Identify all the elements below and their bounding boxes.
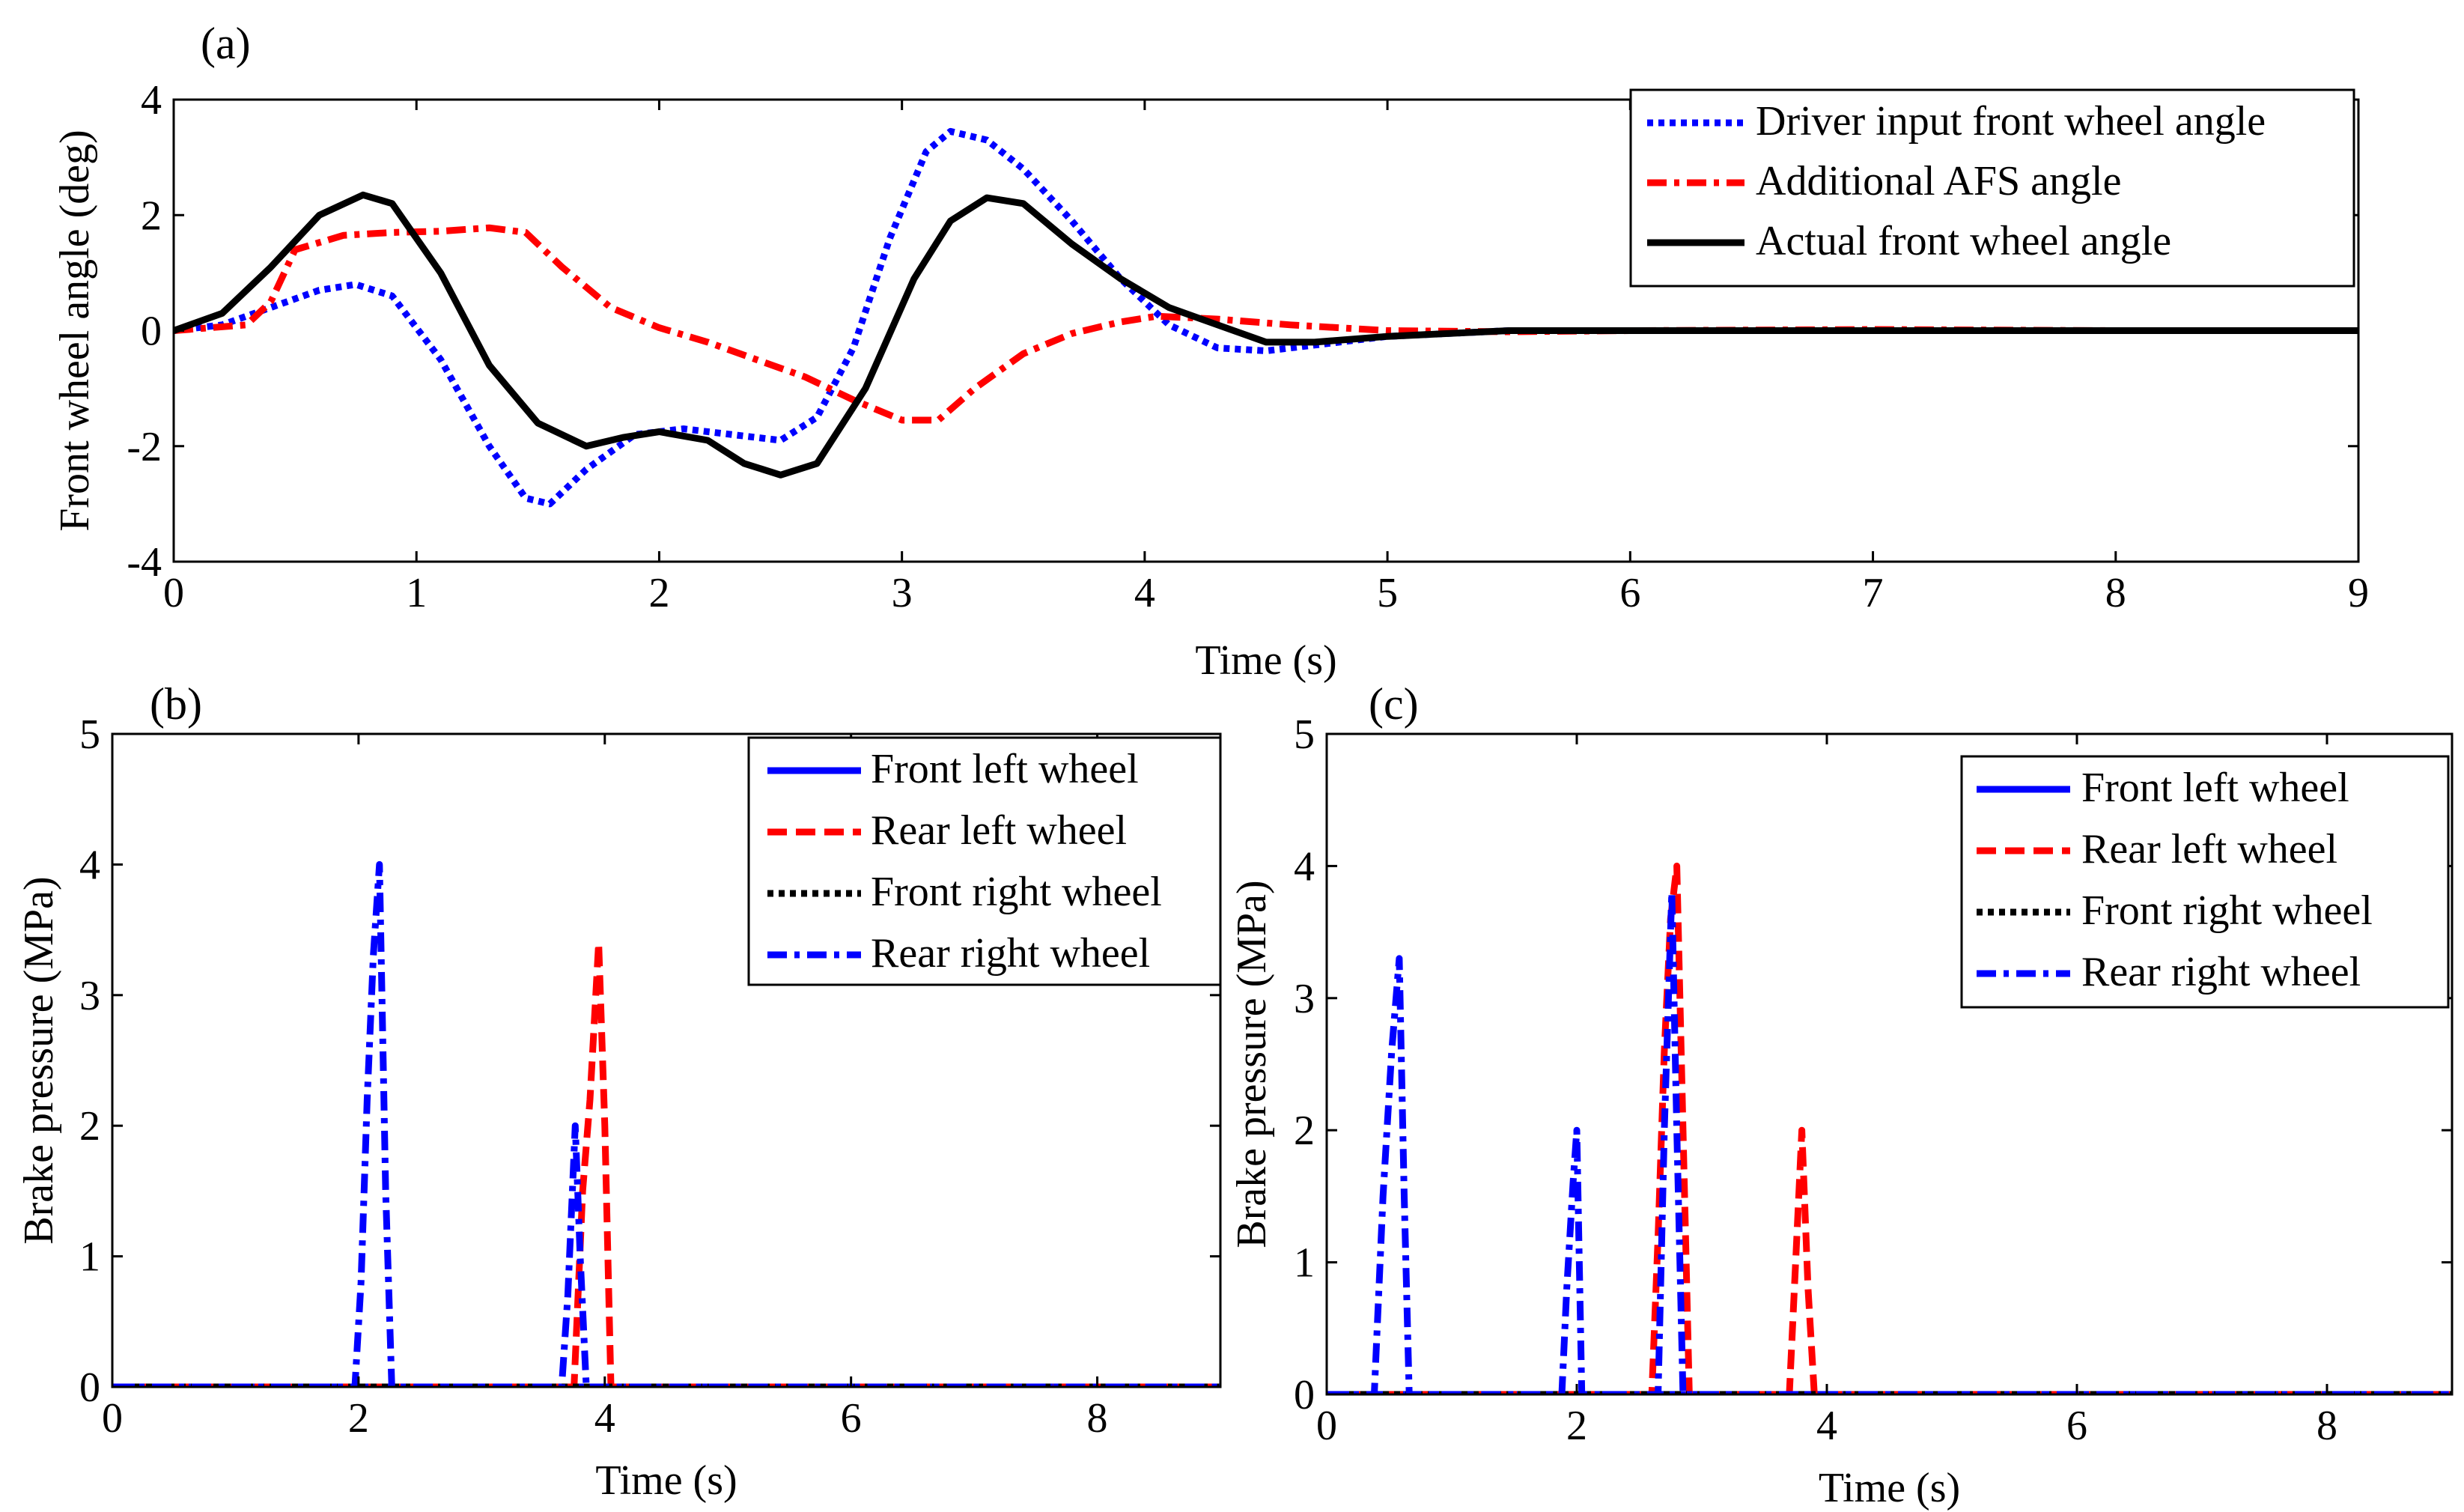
x-tick-label: 6 (841, 1395, 862, 1442)
legend-entry-1: Driver input front wheel angle (1756, 98, 2266, 145)
legend: Front left wheel Rear left wheel Front rig… (747, 736, 1222, 986)
legend-box (1960, 755, 2450, 1009)
x-tick-label: 4 (1816, 1403, 1837, 1449)
chart-panel-1: 0 1 2 3 4 5 6 7 8 9 -4 -2 0 2 4 Time (s) Front wheel ang… (52, 19, 2369, 684)
y-tick-label: 2 (141, 192, 162, 239)
legend-entry-3: Front right wheel (2081, 887, 2373, 934)
series-line-2 (112, 939, 1220, 1387)
y-tick-label: -4 (127, 539, 162, 586)
y-tick-label: 4 (1294, 843, 1315, 890)
chart-panel-3: 0 2 4 6 8 0 1 2 3 4 5 Time (s) Brake pressure (MPa) (… (1229, 679, 2454, 1511)
series-line-4 (112, 860, 1220, 1387)
panel-label: (a) (201, 19, 251, 68)
legend-entry-2: Rear left wheel (2081, 826, 2337, 872)
x-axis-label: Time (s) (1195, 637, 1336, 684)
x-tick-label: 3 (892, 570, 913, 616)
x-axis-label: Time (s) (1819, 1465, 1960, 1511)
x-tick-label: 0 (163, 570, 184, 616)
x-axis-label: Time (s) (595, 1457, 737, 1504)
series-line-2 (174, 224, 2358, 424)
y-tick-label: 4 (79, 842, 100, 888)
x-tick-label: 4 (594, 1395, 615, 1442)
axes-frame (1325, 732, 2454, 1396)
x-tick-label: 5 (1377, 570, 1398, 616)
legend-entry-2: Rear left wheel (871, 807, 1127, 854)
legend-entry-4: Rear right wheel (2081, 949, 2361, 995)
y-tick-label: 3 (1294, 976, 1315, 1022)
y-tick-label: 0 (141, 309, 162, 355)
x-tick-label: 2 (348, 1395, 369, 1442)
x-tick-label: 0 (102, 1395, 123, 1442)
y-tick-label: 5 (79, 711, 100, 758)
y-tick-label: 2 (79, 1103, 100, 1150)
y-tick-label: 2 (1294, 1108, 1315, 1154)
y-tick-label: 3 (79, 973, 100, 1019)
series-line-3 (174, 191, 2358, 479)
x-tick-label: 1 (406, 570, 427, 616)
series-line-4 (1327, 889, 2452, 1394)
y-tick-label: 0 (1294, 1372, 1315, 1418)
legend-entry-3: Actual front wheel angle (1756, 218, 2171, 264)
legend: Front left wheel Rear left wheel Front rig… (1960, 755, 2450, 1009)
x-tick-label: 8 (1087, 1395, 1108, 1442)
y-tick-label: 4 (141, 77, 162, 124)
panel-label: (b) (150, 679, 202, 729)
x-tick-label: 2 (648, 570, 669, 616)
panel-label: (c) (1369, 679, 1419, 729)
x-tick-label: 6 (2066, 1403, 2087, 1449)
y-tick-label: 1 (79, 1234, 100, 1281)
chart-panel-2: 0 2 4 6 8 0 1 2 3 4 5 Time (s) Brake pressure (MPa) (… (16, 679, 1222, 1504)
y-tick-label: 0 (79, 1364, 100, 1411)
legend-entry-4: Rear right wheel (871, 930, 1150, 977)
legend-entry-1: Front left wheel (871, 746, 1139, 792)
legend-box (747, 736, 1222, 986)
legend-entry-1: Front left wheel (2081, 765, 2349, 811)
legend-box (1629, 88, 2355, 288)
y-axis-label: Brake pressure (MPa) (16, 876, 62, 1244)
x-tick-label: 0 (1316, 1403, 1337, 1449)
y-axis-label: Brake pressure (MPa) (1229, 880, 1275, 1248)
y-axis-label: Front wheel angle (deg) (52, 130, 98, 531)
y-tick-label: 1 (1294, 1240, 1315, 1287)
series-line-2 (1327, 862, 2452, 1394)
x-tick-label: 8 (2317, 1403, 2337, 1449)
x-tick-label: 2 (1566, 1403, 1587, 1449)
legend: Driver input front wheel angle Additional… (1629, 88, 2355, 288)
x-tick-label: 8 (2105, 570, 2126, 616)
x-tick-label: 4 (1134, 570, 1155, 616)
y-tick-label: -2 (127, 424, 162, 470)
x-tick-label: 6 (1619, 570, 1640, 616)
x-tick-label: 9 (2348, 570, 2369, 616)
y-tick-label: 5 (1294, 711, 1315, 758)
x-tick-label: 7 (1863, 570, 1884, 616)
legend-entry-3: Front right wheel (871, 869, 1162, 915)
axes-frame (111, 732, 1222, 1388)
legend-entry-2: Additional AFS angle (1756, 158, 2121, 204)
